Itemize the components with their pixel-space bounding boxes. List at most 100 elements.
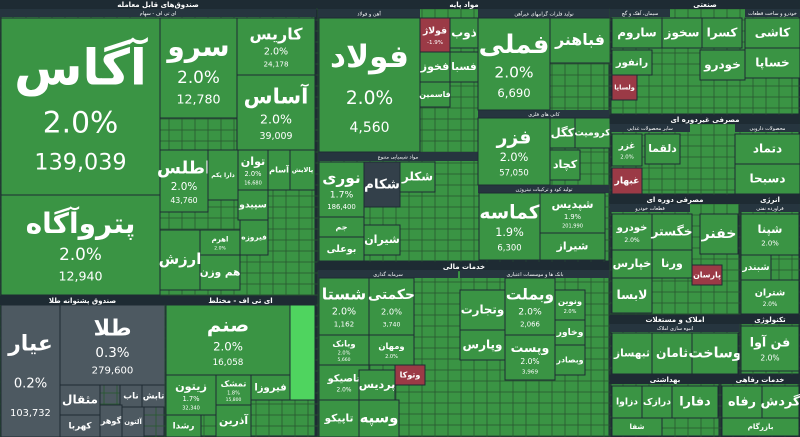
tile-change: -1.9% xyxy=(427,40,443,46)
tile-volume: 16,058 xyxy=(213,358,244,368)
tile-volume: 4,560 xyxy=(350,120,390,136)
tile-volume: 39,009 xyxy=(259,131,292,142)
tile-name: اطلس xyxy=(157,159,211,179)
tile-change: 2.0% xyxy=(337,388,352,394)
tile-name: عیار xyxy=(7,332,53,357)
tile-change: 2.0% xyxy=(245,170,262,178)
tile-name: ثبهساز xyxy=(613,348,650,360)
tile-name: کگل xyxy=(551,126,575,140)
tile xyxy=(199,254,241,291)
tile-name: شپدیس xyxy=(551,198,593,211)
sector-title: صندوق‌های قابل معامله xyxy=(117,1,199,9)
tile-name: هم وزن xyxy=(200,267,241,279)
tile-name: پارسان xyxy=(693,271,721,280)
tile-name: مثقال xyxy=(62,393,98,407)
tile-volume: 3,969 xyxy=(522,369,539,375)
sector-title: بهداشتی xyxy=(650,376,681,384)
section-title: خودرو و ساخت قطعات xyxy=(748,11,797,17)
section-header xyxy=(0,9,316,17)
tile xyxy=(121,406,145,437)
tile-name: کرومیت xyxy=(575,128,612,139)
tile-change: 2.0% xyxy=(518,307,542,318)
sector-title: مواد پایه xyxy=(449,1,478,9)
tile-name: فیروزا xyxy=(254,383,286,394)
tile-change: 1.8% xyxy=(227,391,240,397)
tile-name: سرو xyxy=(165,30,229,63)
tile-name: توان xyxy=(241,155,265,168)
tile-name: دلقما xyxy=(648,142,677,155)
tile-name: کهربا xyxy=(68,422,92,432)
tile-change: 2.0% xyxy=(385,354,398,360)
tile-volume: 2,066 xyxy=(520,321,540,329)
tile-name: ناب xyxy=(123,392,138,402)
sector-title: خدمات رفاهی xyxy=(736,376,785,384)
tile-name: وخاور xyxy=(556,327,584,338)
tile-name: ومهان xyxy=(378,341,404,352)
tile-name: رانفور xyxy=(615,58,648,69)
tile-change: 2.0% xyxy=(346,88,393,109)
sector: بهداشتی دزاوا درازک دفارا شفا xyxy=(609,374,728,437)
tile-name: وبانک xyxy=(332,339,355,350)
tile-change: 2.0% xyxy=(761,240,779,248)
tile-change: 1.9% xyxy=(564,213,582,221)
section-title: مواد شیمیایی متنوع xyxy=(378,155,419,161)
tile-name: کسرا xyxy=(707,26,738,40)
tile-name: وساخت xyxy=(688,346,741,362)
tile xyxy=(289,149,316,191)
tile-volume: 12,780 xyxy=(176,92,220,107)
sector: مصرفی دوره ای قطعات خودرو خودرو 2.0% خگستر خپ… xyxy=(609,194,741,326)
sector-title: انرژی xyxy=(760,196,780,204)
tile xyxy=(159,17,238,119)
tile-volume: 6,300 xyxy=(497,242,521,252)
tile-name: حکمتی xyxy=(368,287,415,303)
section-title: بانک ها و موسسات اعتباری xyxy=(506,272,563,278)
tile-name: خساپا xyxy=(755,56,789,70)
tile-volume: 15,800 xyxy=(226,397,242,403)
tile-name: ولساپا xyxy=(614,84,635,92)
tile-volume: 5,660 xyxy=(338,357,351,363)
tile-change: 2.0% xyxy=(171,181,198,193)
tile-name: وپارس xyxy=(463,338,503,353)
tile xyxy=(236,74,316,151)
tile-name: شکام xyxy=(364,178,400,193)
tile-name: دارا یکم xyxy=(211,172,235,179)
tile-volume: 43,760 xyxy=(170,196,197,205)
sector-title: صندوق پشتوانه طلا xyxy=(49,297,117,305)
tile xyxy=(237,189,269,221)
tile-name: خودرو xyxy=(616,223,648,234)
tile-volume: 16,680 xyxy=(244,180,262,186)
sector: صندوق‌های قابل معامله ای تی اف - سهام آگاس… xyxy=(0,0,326,307)
section-title: تولید فلزات گرانبهای غیرآهن xyxy=(514,11,574,18)
tile-name: خفنر xyxy=(701,226,737,242)
section-title: محصولات دارویی xyxy=(750,126,786,132)
tile-name: وبملت xyxy=(506,286,554,304)
tile-name: شیران xyxy=(364,233,400,246)
tile-change: 2.0% xyxy=(620,155,634,161)
tile-name: آسام xyxy=(269,165,289,176)
tile-name: لابسا xyxy=(617,288,648,302)
highlight-tile xyxy=(289,304,316,401)
tile-volume: 57,050 xyxy=(499,167,529,177)
tile-name: فملی xyxy=(479,30,550,60)
tile-name: خودرو xyxy=(703,58,741,73)
tile-name: خپارس xyxy=(613,257,652,270)
tile-change: 1.7% xyxy=(330,190,354,201)
tile-name: رفاه xyxy=(728,395,756,410)
tile-change: 0.2% xyxy=(14,377,47,392)
tile xyxy=(159,149,209,213)
tile-volume: 24,178 xyxy=(263,60,289,69)
tile-name: ورنا xyxy=(661,257,683,270)
tile xyxy=(0,304,61,437)
tile-name: فن آوا xyxy=(750,335,790,350)
section-title: سایر محصولات غذایی xyxy=(627,126,673,132)
section-title: تولید کود و ترکیبات نیتروژن xyxy=(515,187,573,193)
tile-change: 2.0% xyxy=(494,64,533,82)
tile-name: فیروزه xyxy=(241,233,267,242)
tile-volume: 3,740 xyxy=(383,322,401,329)
tile-name: وبصادر xyxy=(555,356,583,365)
tile-name: پتروآگاه xyxy=(26,206,136,240)
sector: خدمات رفاهی رفاه گردش بازرگام xyxy=(719,374,800,437)
tile-volume: 12,940 xyxy=(58,269,102,284)
tile-name: غبهار xyxy=(614,176,640,187)
tile-change: 2.0% xyxy=(381,307,402,317)
